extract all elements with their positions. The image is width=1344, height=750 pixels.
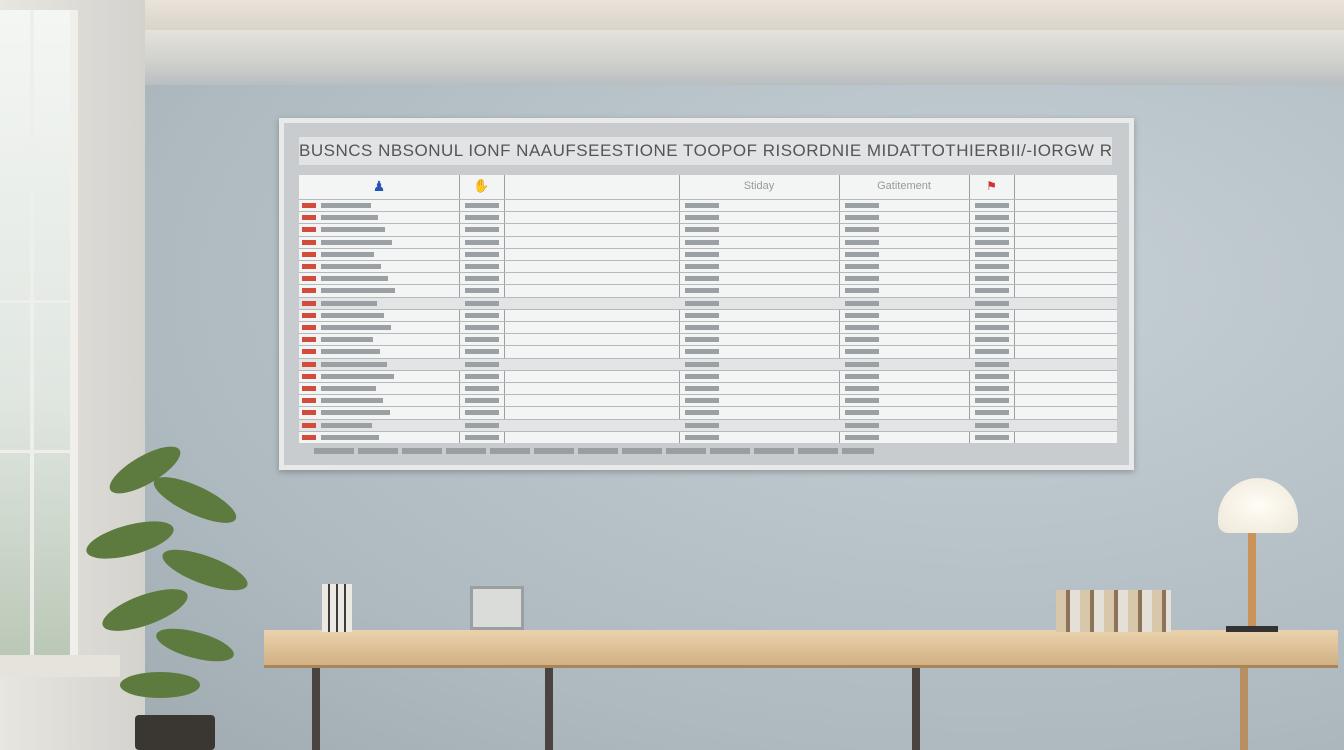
table-row bbox=[299, 223, 1117, 235]
wall-board: BUSNCS NBSONUL IONF NAAUFSEESTIONE TOOPO… bbox=[279, 118, 1134, 470]
table-row bbox=[299, 382, 1117, 394]
window bbox=[0, 10, 78, 670]
desk-leg bbox=[545, 668, 553, 750]
table-row bbox=[299, 369, 1117, 382]
table-row bbox=[299, 260, 1117, 272]
table-row bbox=[299, 272, 1117, 284]
red-pin-icon: ⚑ bbox=[986, 179, 997, 193]
lamp-base bbox=[1226, 626, 1278, 632]
plant-pot bbox=[135, 715, 215, 750]
desk bbox=[264, 630, 1338, 668]
table-row bbox=[299, 284, 1117, 296]
table-row bbox=[299, 247, 1117, 260]
table-row bbox=[299, 357, 1117, 370]
blue-figure-icon: ♟ bbox=[372, 178, 386, 194]
table-row bbox=[299, 321, 1117, 333]
board-footer-text bbox=[314, 448, 874, 454]
table-row bbox=[299, 199, 1117, 211]
header-col-4: Stiday bbox=[743, 180, 775, 192]
table-row bbox=[299, 211, 1117, 223]
hand-icon: ✋ bbox=[473, 178, 490, 193]
books bbox=[322, 584, 352, 632]
table-row bbox=[299, 308, 1117, 321]
table-row bbox=[299, 296, 1117, 309]
desk-leg bbox=[912, 668, 920, 750]
window-sill bbox=[0, 655, 120, 677]
picture-frame bbox=[470, 586, 524, 630]
crown-molding bbox=[140, 30, 1344, 85]
table-row bbox=[299, 345, 1117, 357]
board-title: BUSNCS NBSONUL IONF NAAUFSEESTIONE TOOPO… bbox=[299, 137, 1112, 165]
desk-items bbox=[1056, 590, 1171, 632]
ceiling bbox=[0, 0, 1344, 32]
table-row bbox=[299, 418, 1117, 431]
table-row bbox=[299, 235, 1117, 248]
header-col-5: Gatitement bbox=[877, 180, 931, 192]
lamp-pole bbox=[1248, 530, 1256, 630]
stool-leg bbox=[1240, 668, 1248, 750]
table-row bbox=[299, 394, 1117, 406]
potted-plant bbox=[85, 430, 255, 720]
table-row bbox=[299, 430, 1117, 443]
board-table: ♟ ✋ Stiday Gatitement ⚑ bbox=[299, 175, 1117, 443]
table-row bbox=[299, 333, 1117, 345]
desk-leg bbox=[312, 668, 320, 750]
table-row bbox=[299, 406, 1117, 418]
